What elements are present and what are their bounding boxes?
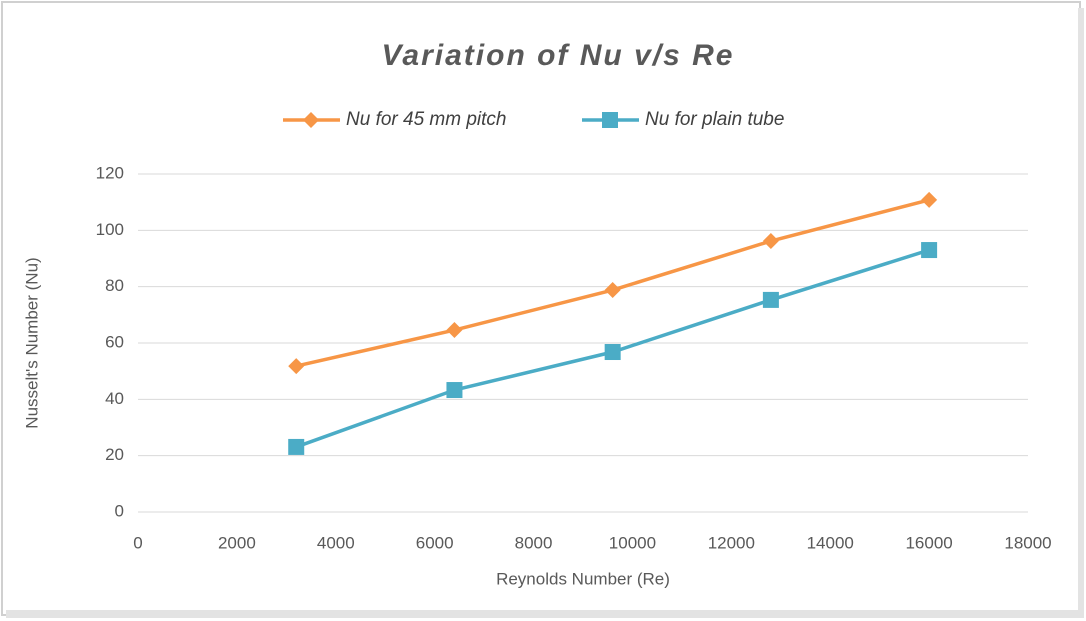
y-tick-label: 40 [105,389,124,408]
marker [762,233,779,250]
x-tick-label: 2000 [218,533,256,552]
x-tick-label: 14000 [807,533,854,552]
y-tick-label: 100 [96,220,124,239]
x-tick-label: 18000 [1004,533,1051,552]
x-tick-label: 12000 [708,533,755,552]
y-tick-label: 60 [105,332,124,351]
x-tick-label: 10000 [609,533,656,552]
y-tick-label: 20 [105,445,124,464]
marker [604,282,621,299]
y-tick-label: 0 [115,501,124,520]
frame-shadow [1078,8,1084,616]
marker [288,358,305,375]
marker [446,322,463,339]
frame-shadow [6,610,1084,618]
x-tick-label: 16000 [905,533,952,552]
chart-title: Variation of Nu v/s Re [382,39,735,72]
legend-label: Nu for plain tube [645,109,784,130]
marker [762,291,779,308]
legend-marker [303,112,319,128]
marker [446,382,463,399]
y-tick-label: 80 [105,276,124,295]
x-tick-label: 8000 [515,533,553,552]
y-axis-label: Nusselt's Number (Nu) [22,257,41,428]
x-tick-label: 0 [133,533,142,552]
x-tick-label: 4000 [317,533,355,552]
marker [921,242,938,259]
x-tick-label: 6000 [416,533,454,552]
y-tick-label: 120 [96,163,124,182]
x-axis-label: Reynolds Number (Re) [496,569,670,588]
marker [921,191,938,208]
legend-label: Nu for 45 mm pitch [346,109,507,130]
marker [604,344,621,361]
legend-marker [602,112,618,128]
marker [288,438,305,455]
